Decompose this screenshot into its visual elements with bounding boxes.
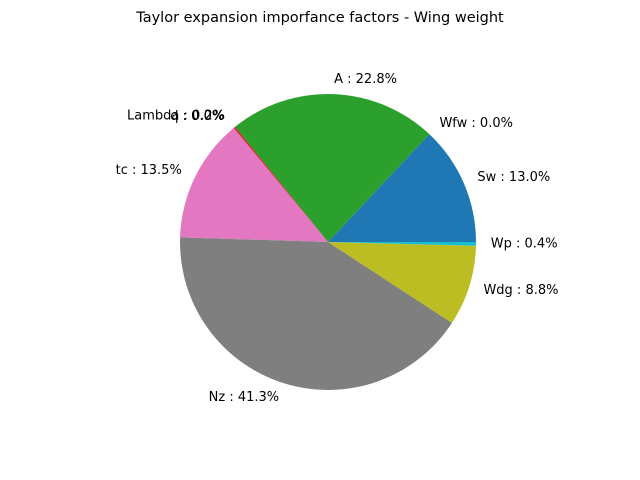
pie-label-a: A : 22.8% (334, 72, 397, 87)
pie-labels: Sw : 13.0% Wfw : 0.0% A : 22.8% Lambda : 0.… (116, 72, 559, 405)
pie-slice-wp (328, 242, 476, 246)
pie-label-q: q : 0.0% (170, 109, 224, 124)
pie-label-tc: tc : 13.5% (116, 163, 182, 178)
pie-label-lambda: Lambda : 0.2% (127, 108, 225, 123)
pie-label-wdg: Wdg : 8.8% (483, 283, 558, 298)
pie-label-sw: Sw : 13.0% (477, 170, 550, 185)
pie-label-nz: Nz : 41.3% (209, 390, 280, 405)
pie-slice-sw (328, 134, 476, 242)
pie-slice-a (235, 94, 430, 242)
pie-label-wp: Wp : 0.4% (491, 237, 558, 252)
pie-slice-tc (180, 127, 328, 242)
pie-label-l: l : 0.0% (175, 109, 224, 124)
pie-slice-wdg (328, 242, 476, 323)
pie-slice-lambda (233, 126, 328, 242)
pie-label-wfw: Wfw : 0.0% (439, 116, 513, 131)
chart-title: Taylor expansion imporfance factors - Wi… (135, 10, 504, 26)
pie-slice-nz (180, 237, 452, 391)
pie-slices (180, 94, 476, 391)
